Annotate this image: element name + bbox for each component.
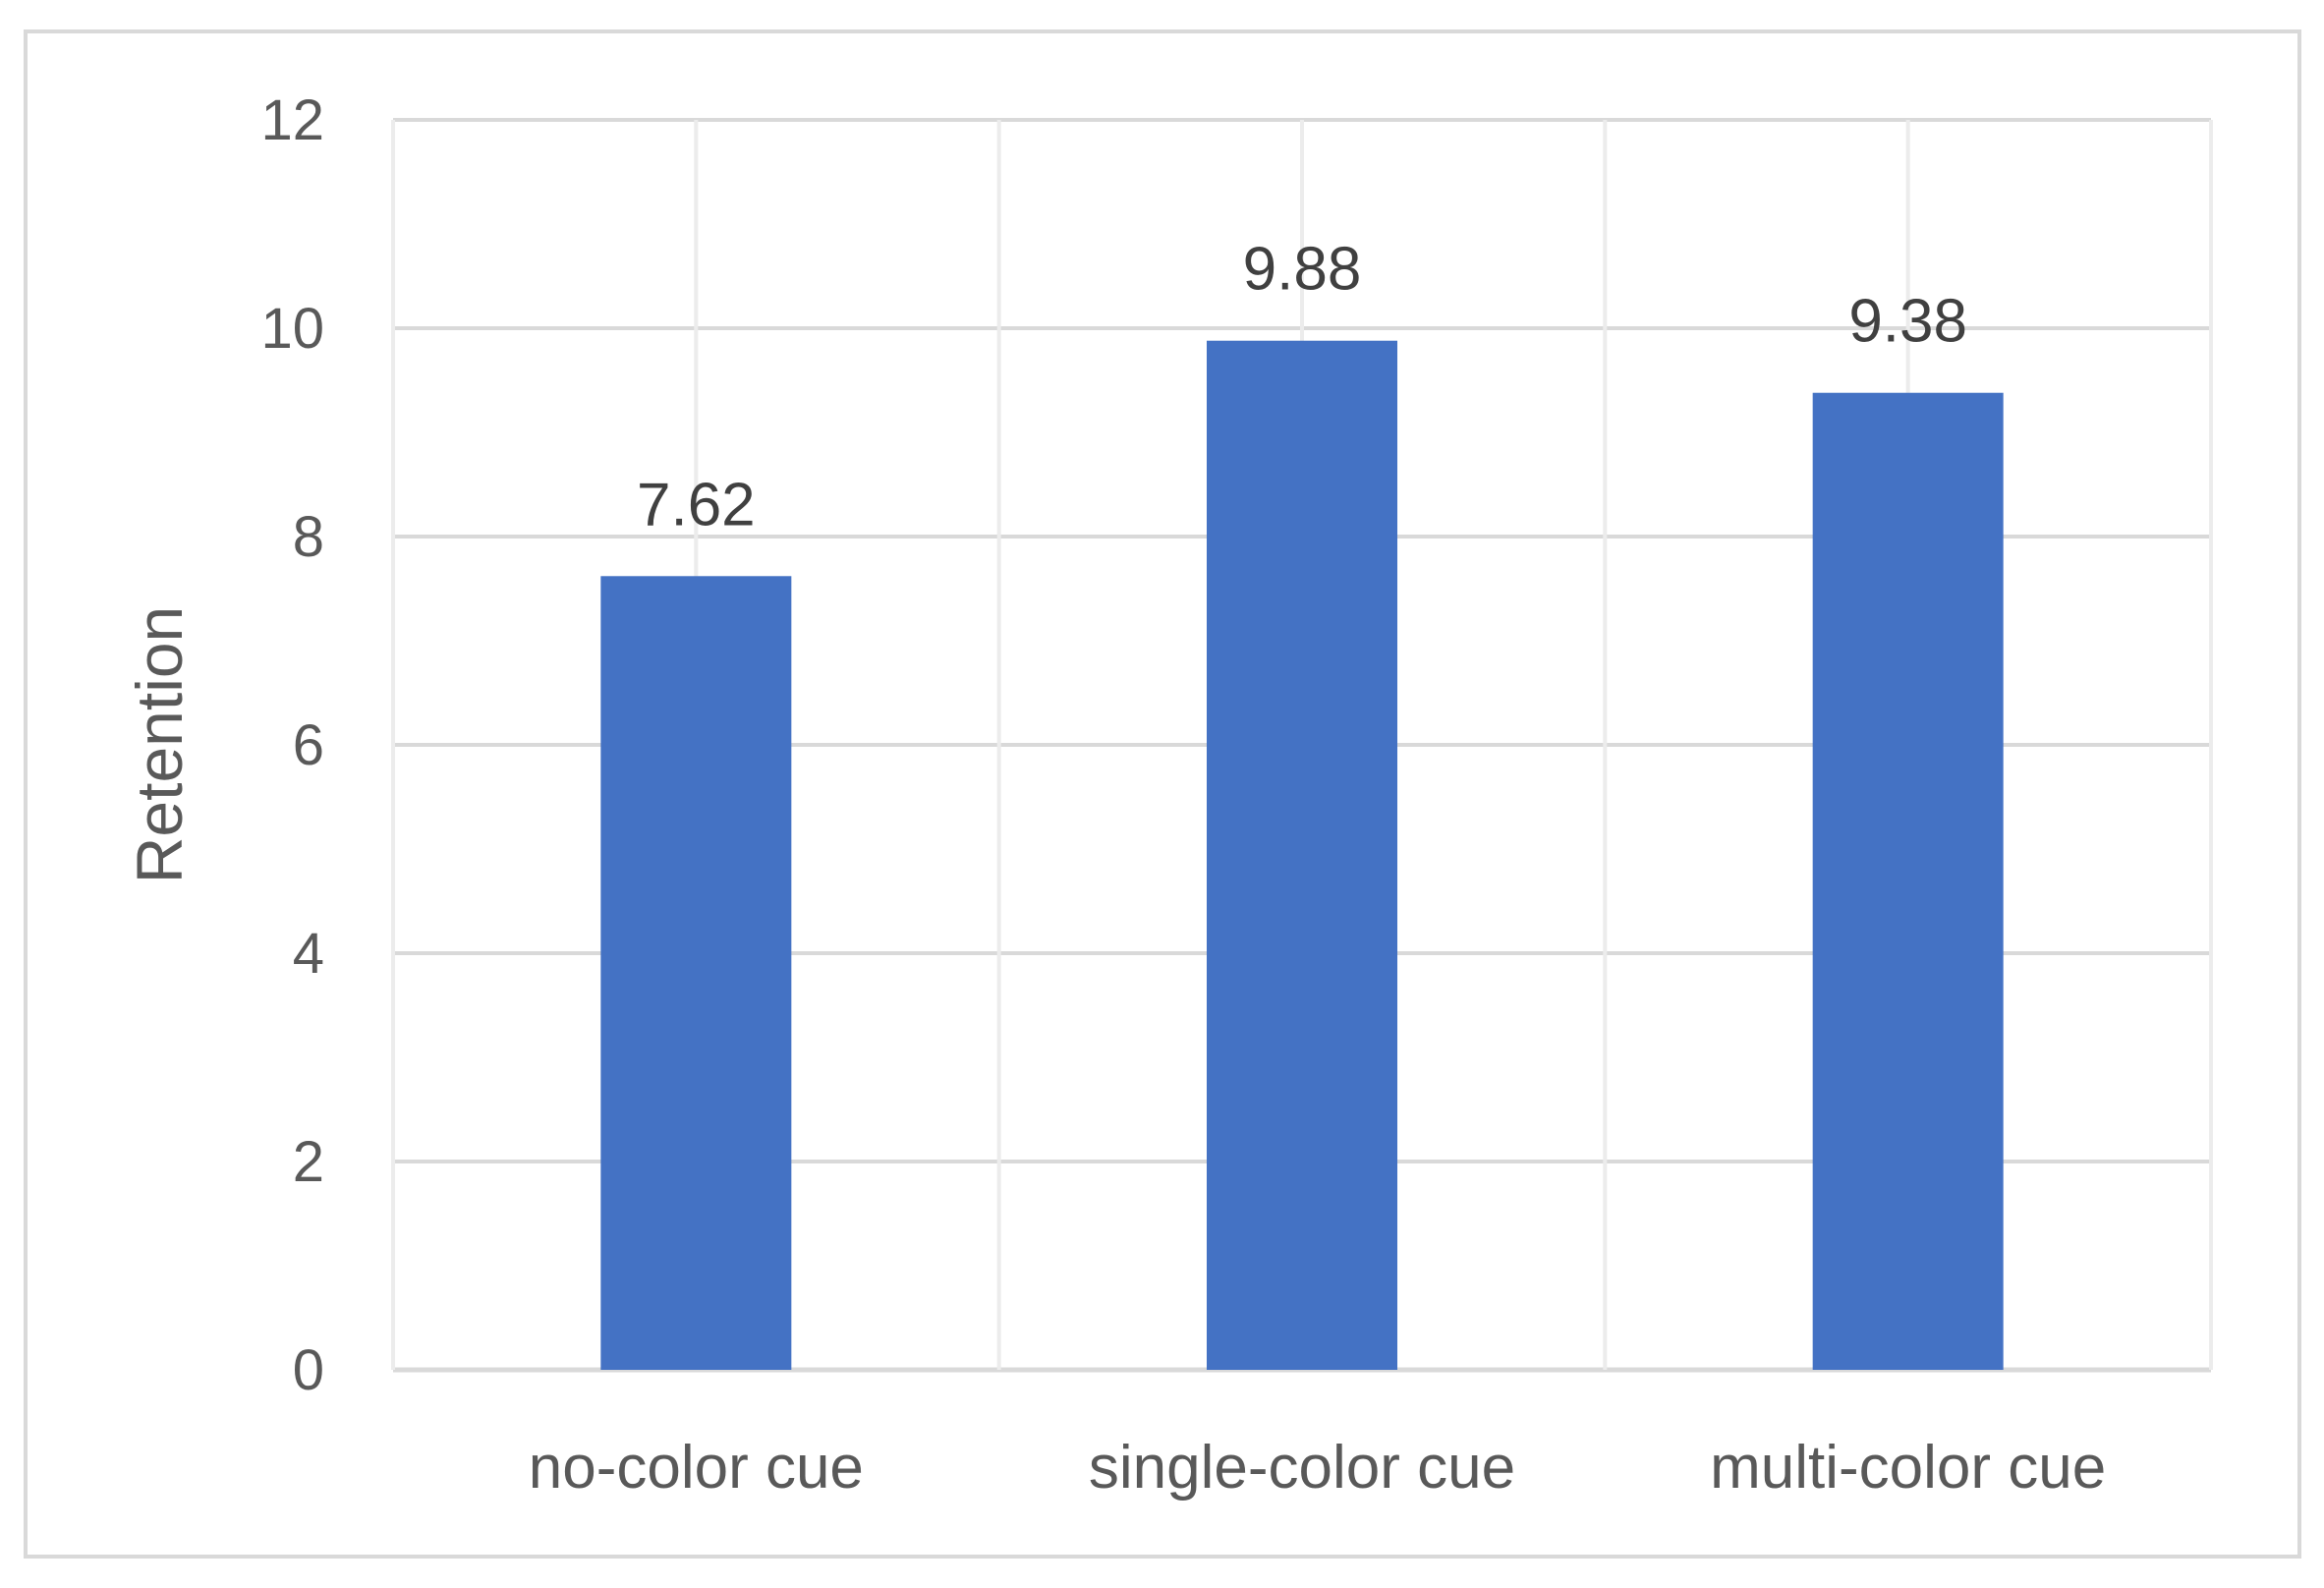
y-tick-label: 6 <box>293 713 324 777</box>
y-tick-label: 12 <box>260 88 324 152</box>
x-category-label: multi-color cue <box>1710 1434 2106 1502</box>
data-label: 7.62 <box>637 471 756 539</box>
y-tick-label: 2 <box>293 1130 324 1194</box>
x-axis-categories: no-color cue single-color cue multi-color … <box>529 1434 2106 1502</box>
bar-2 <box>1812 392 2004 1371</box>
data-labels: 7.62 9.88 9.38 <box>637 236 1967 539</box>
bar-0 <box>600 576 792 1370</box>
y-axis-title: Retention <box>123 606 196 884</box>
x-category-label: no-color cue <box>529 1434 864 1502</box>
bar-1 <box>1207 340 1397 1371</box>
data-label: 9.88 <box>1243 236 1362 304</box>
y-tick-label: 0 <box>293 1338 324 1402</box>
data-label: 9.38 <box>1848 288 1967 356</box>
x-category-label: single-color cue <box>1089 1434 1515 1502</box>
y-tick-label: 10 <box>260 297 324 361</box>
y-axis-ticks: 0 2 4 6 8 10 12 <box>260 88 324 1402</box>
y-tick-label: 4 <box>293 922 324 986</box>
bars <box>600 340 2004 1371</box>
y-tick-label: 8 <box>293 505 324 569</box>
